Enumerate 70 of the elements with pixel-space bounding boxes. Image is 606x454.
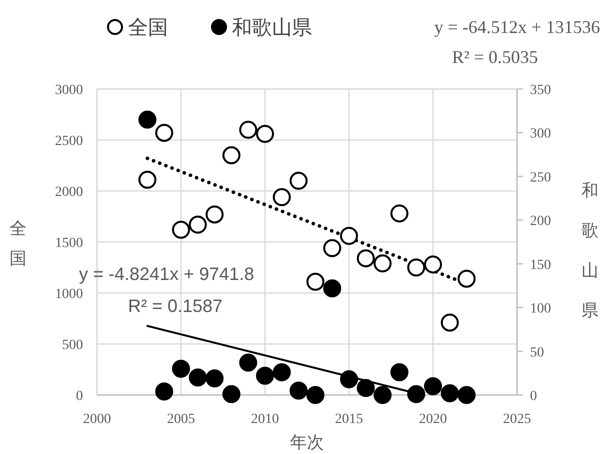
point: [206, 369, 224, 388]
y-tick-label: 0: [76, 389, 83, 404]
point: [458, 270, 476, 288]
point: [424, 255, 442, 274]
point: [306, 272, 324, 291]
point: [323, 239, 342, 258]
point: [340, 370, 358, 388]
point: [390, 204, 408, 222]
x-tick-label: 2000: [83, 412, 111, 427]
point: [424, 377, 442, 396]
y-axis-title: 全国: [10, 219, 26, 268]
x-tick-label: 2010: [251, 412, 279, 427]
point: [206, 205, 224, 224]
y2-tick-label: 0: [530, 389, 537, 404]
point: [340, 226, 358, 245]
annotation: R² = 0.1587: [128, 296, 223, 316]
point: [290, 382, 308, 400]
x-tick-label: 2005: [167, 412, 195, 427]
point: [323, 279, 342, 298]
point: [272, 363, 291, 382]
x-tick-label: 2015: [335, 412, 363, 427]
annotation: y = -4.8241x + 9741.8: [79, 264, 254, 284]
point: [172, 360, 190, 378]
point: [222, 385, 240, 404]
point: [188, 368, 207, 387]
point: [256, 366, 274, 385]
y2-tick-label: 300: [530, 126, 551, 142]
y2-tick-label: 200: [530, 214, 551, 230]
point: [222, 146, 240, 164]
y-tick-label: 3000: [55, 83, 83, 98]
y2-axis-title: 和歌山県: [582, 181, 598, 320]
point: [407, 385, 426, 404]
y-tick-label: 2000: [55, 185, 83, 200]
y2-tick-label: 350: [530, 83, 551, 98]
point: [356, 379, 375, 398]
point: [407, 258, 426, 276]
y-tick-label: 1500: [55, 236, 83, 251]
point: [272, 188, 291, 206]
y2-tick-label: 50: [530, 345, 544, 360]
y2-tick-label: 250: [530, 170, 551, 186]
point: [374, 386, 392, 404]
point: [256, 124, 274, 143]
annotation: y = -64.512x + 131536: [434, 17, 600, 37]
point: [138, 110, 156, 129]
point: [155, 382, 174, 401]
point: [374, 254, 392, 272]
annotation: R² = 0.5035: [452, 47, 538, 67]
point: [138, 170, 156, 189]
x-tick-label: 2025: [503, 412, 531, 427]
point: [440, 384, 459, 402]
y2-tick-label: 150: [530, 258, 551, 273]
point: [458, 386, 476, 404]
y2-tick-label: 100: [530, 302, 551, 317]
y-tick-label: 2500: [55, 134, 83, 149]
point: [239, 354, 258, 372]
y-tick-label: 500: [62, 338, 83, 353]
y-tick-label: 1000: [55, 287, 83, 302]
point: [188, 216, 207, 234]
point: [239, 120, 258, 139]
legend-label: 全国: [128, 17, 168, 39]
point: [440, 314, 459, 332]
point: [356, 249, 375, 268]
point: [390, 363, 408, 382]
point: [290, 172, 308, 190]
x-tick-label: 2020: [419, 412, 447, 427]
point: [155, 124, 174, 142]
point: [306, 386, 324, 404]
legend-label: 和歌山県: [232, 17, 312, 39]
x-axis-title: 年次: [290, 433, 324, 452]
point: [172, 220, 190, 239]
